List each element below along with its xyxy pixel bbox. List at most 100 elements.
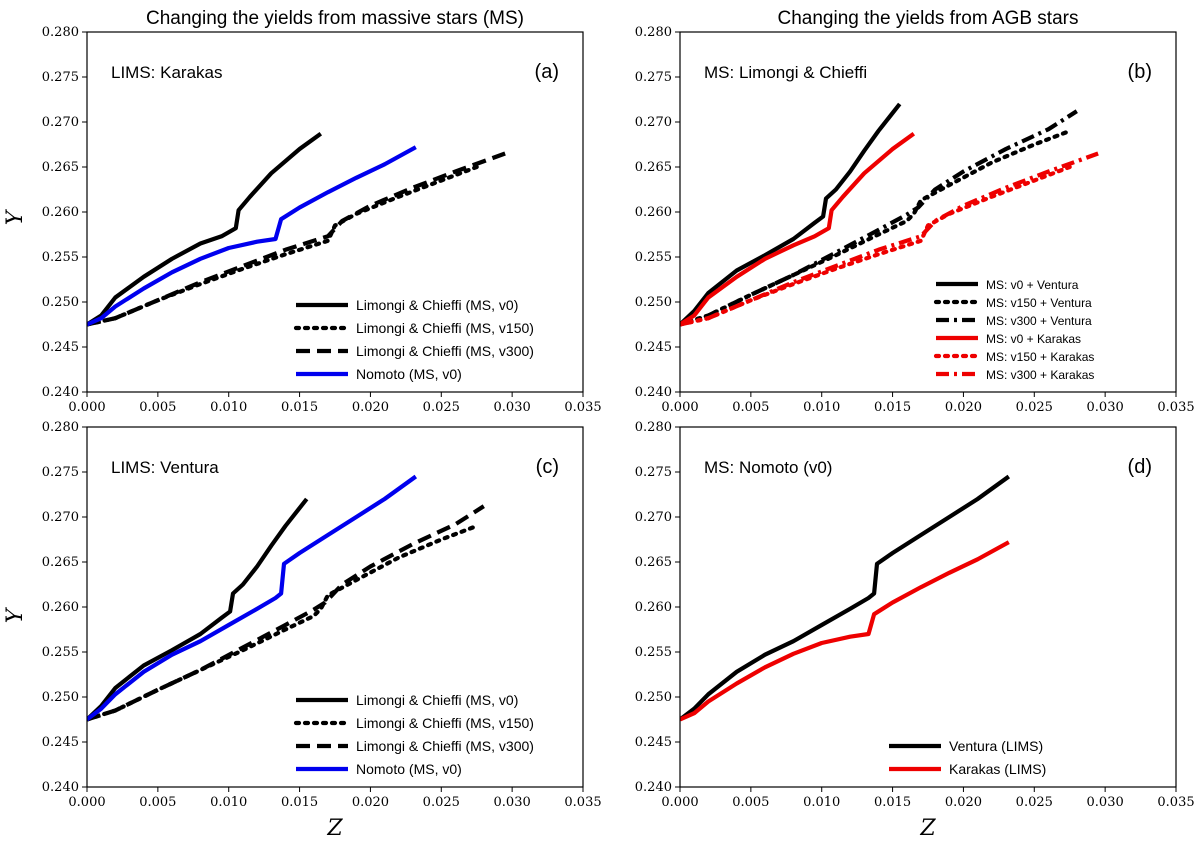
y-tick-label: 0.260 — [635, 205, 672, 220]
y-axis-label-top: Y — [3, 208, 28, 225]
series-line — [87, 504, 485, 722]
y-tick-label: 0.275 — [635, 465, 672, 480]
series-line — [87, 151, 506, 327]
corner-label: LIMS: Ventura — [111, 458, 219, 477]
x-tick-label: 0.035 — [1157, 400, 1194, 415]
y-tick-label: 0.245 — [635, 735, 672, 750]
x-tick-label: 0.030 — [1087, 400, 1124, 415]
x-tick-label: 0.010 — [210, 400, 247, 415]
series-line — [87, 131, 323, 327]
legend-entry: MS: v0 + Karakas — [986, 332, 1081, 346]
y-tick-label: 0.255 — [635, 250, 672, 265]
x-tick-label: 0.000 — [68, 795, 105, 810]
series-line — [680, 474, 1011, 722]
x-tick-label: 0.005 — [732, 400, 769, 415]
y-tick-label: 0.245 — [42, 735, 79, 750]
y-tick-label: 0.250 — [42, 295, 79, 310]
y-tick-label: 0.270 — [635, 115, 672, 130]
x-tick-label: 0.035 — [1157, 795, 1194, 810]
legend-entry: Limongi & Chieffi (MS, v0) — [356, 297, 518, 313]
series-line — [87, 145, 417, 327]
series-line — [680, 164, 1072, 327]
x-tick-label: 0.030 — [494, 795, 531, 810]
y-tick-label: 0.270 — [42, 510, 79, 525]
x-tick-label: 0.010 — [803, 400, 840, 415]
y-tick-label: 0.280 — [635, 420, 672, 435]
y-tick-label: 0.265 — [635, 160, 672, 175]
legend-entry: Karakas (LIMS) — [949, 761, 1046, 777]
y-tick-label: 0.260 — [42, 600, 79, 615]
x-tick-label: 0.025 — [423, 400, 460, 415]
y-tick-label: 0.280 — [42, 420, 79, 435]
x-tick-label: 0.020 — [352, 795, 389, 810]
y-tick-label: 0.280 — [635, 25, 672, 40]
y-tick-label: 0.240 — [42, 780, 79, 795]
y-tick-label: 0.275 — [42, 70, 79, 85]
x-tick-label: 0.005 — [139, 795, 176, 810]
y-tick-label: 0.245 — [635, 340, 672, 355]
x-tick-label: 0.015 — [281, 400, 318, 415]
y-tick-label: 0.260 — [42, 205, 79, 220]
series-line — [680, 109, 1078, 327]
series-line — [87, 497, 309, 722]
x-tick-label: 0.025 — [1016, 795, 1053, 810]
x-tick-label: 0.005 — [139, 400, 176, 415]
x-tick-label: 0.010 — [210, 795, 247, 810]
y-tick-label: 0.255 — [635, 645, 672, 660]
x-axis-label-left: Z — [326, 816, 343, 841]
y-tick-label: 0.250 — [42, 690, 79, 705]
y-tick-label: 0.265 — [635, 555, 672, 570]
y-axis-label-bottom: Y — [3, 606, 28, 623]
y-tick-label: 0.240 — [635, 780, 672, 795]
panel-a: 0.000 0.005 0.010 0.015 0.020 0.025 0.030 0.035… — [42, 25, 602, 415]
legend-entry: Limongi & Chieffi (MS, v150) — [356, 320, 534, 336]
panel-label: (b) — [1128, 61, 1152, 83]
x-tick-label: 0.000 — [661, 400, 698, 415]
x-tick-label: 0.035 — [564, 795, 601, 810]
plot-frame — [86, 31, 584, 393]
legend-entry: MS: v300 + Karakas — [986, 368, 1094, 382]
legend-entry: Nomoto (MS, v0) — [356, 366, 462, 382]
legend-entry: Limongi & Chieffi (MS, v150) — [356, 715, 534, 731]
y-tick-label: 0.265 — [42, 160, 79, 175]
y-tick-label: 0.250 — [635, 295, 672, 310]
y-tick-label: 0.255 — [42, 645, 79, 660]
legend-entry: Ventura (LIMS) — [949, 738, 1043, 754]
panel-label: (a) — [535, 61, 559, 83]
x-tick-label: 0.025 — [423, 795, 460, 810]
x-tick-label: 0.035 — [564, 400, 601, 415]
x-tick-label: 0.015 — [874, 400, 911, 415]
corner-label: MS: Limongi & Chieffi — [704, 63, 867, 82]
y-tick-label: 0.240 — [42, 385, 79, 400]
panel-b: 0.000 0.005 0.010 0.015 0.020 0.025 0.030 0.035… — [635, 25, 1195, 415]
y-tick-label: 0.275 — [42, 465, 79, 480]
y-tick-label: 0.260 — [635, 600, 672, 615]
series-line — [87, 474, 418, 722]
y-tick-label: 0.240 — [635, 385, 672, 400]
legend-entry: MS: v150 + Ventura — [986, 296, 1092, 310]
x-tick-label: 0.030 — [494, 400, 531, 415]
plot-frame — [679, 426, 1177, 788]
y-tick-label: 0.245 — [42, 340, 79, 355]
x-tick-label: 0.030 — [1087, 795, 1124, 810]
y-tick-label: 0.275 — [635, 70, 672, 85]
series-line — [680, 102, 902, 327]
panel-label: (c) — [536, 456, 559, 478]
panel-d: 0.000 0.005 0.010 0.015 0.020 0.025 0.030 0.035… — [635, 420, 1195, 810]
x-tick-label: 0.020 — [352, 400, 389, 415]
x-tick-label: 0.005 — [732, 795, 769, 810]
series-line — [680, 151, 1099, 327]
legend-entry: Limongi & Chieffi (MS, v300) — [356, 738, 534, 754]
legend-entry: MS: v300 + Ventura — [986, 314, 1092, 328]
x-tick-label: 0.000 — [68, 400, 105, 415]
y-tick-label: 0.280 — [42, 25, 79, 40]
column-title-right: Changing the yields from AGB stars — [778, 8, 1079, 29]
legend-entry: MS: v150 + Karakas — [986, 350, 1094, 364]
y-tick-label: 0.255 — [42, 250, 79, 265]
y-tick-label: 0.270 — [42, 115, 79, 130]
column-title-left: Changing the yields from massive stars (… — [146, 8, 524, 29]
y-tick-label: 0.250 — [635, 690, 672, 705]
legend-entry: MS: v0 + Ventura — [986, 278, 1079, 292]
x-tick-label: 0.000 — [661, 795, 698, 810]
